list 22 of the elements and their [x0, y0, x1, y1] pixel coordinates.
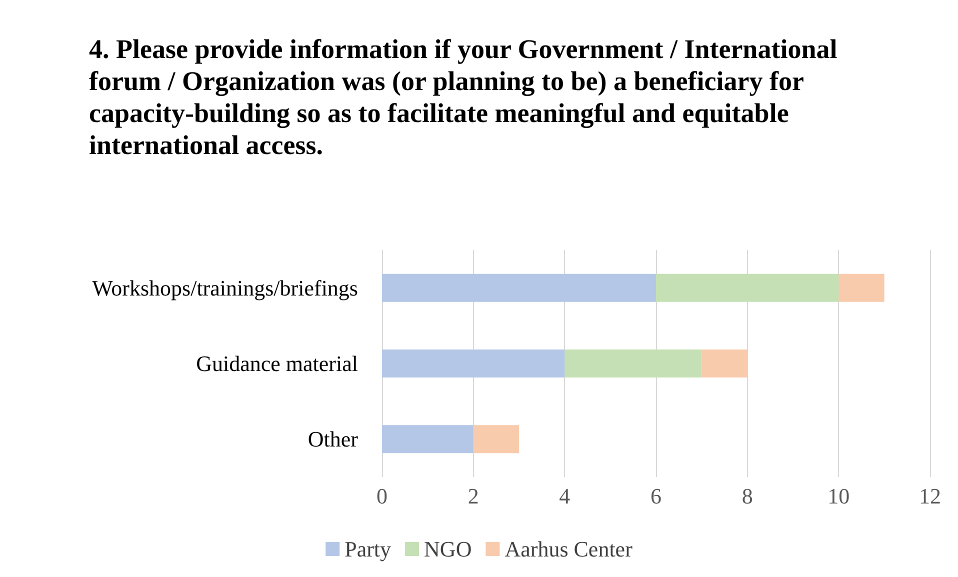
bar — [473, 425, 519, 454]
bar — [702, 350, 748, 378]
legend-label: NGO — [424, 536, 472, 562]
y-tick-label: Workshops/trainings/briefings — [92, 275, 358, 300]
legend-label: Party — [344, 536, 392, 562]
x-tick-label: 2 — [468, 484, 479, 508]
bar — [382, 350, 565, 378]
bar — [382, 274, 656, 302]
x-tick-label: 0 — [376, 484, 388, 508]
bar — [656, 274, 839, 302]
chart-title: 4. Please provide information if your Government / International forum / Organization was (or planning to be) a beneficiary for capacity-building so as to facilitate meaningful and equitable international access. — [89, 34, 844, 160]
x-tick-label: 6 — [650, 484, 662, 508]
x-tick-label: 4 — [559, 484, 570, 508]
legend-label: Aarhus Center — [504, 536, 634, 562]
x-tick-label: 8 — [742, 484, 753, 508]
bar — [382, 425, 474, 454]
bar — [564, 350, 702, 378]
y-tick-label: Guidance material — [196, 351, 358, 376]
x-tick-label: 12 — [919, 484, 941, 508]
bar — [838, 274, 884, 302]
y-tick-label: Other — [308, 426, 359, 452]
x-tick-label: 10 — [828, 484, 850, 508]
